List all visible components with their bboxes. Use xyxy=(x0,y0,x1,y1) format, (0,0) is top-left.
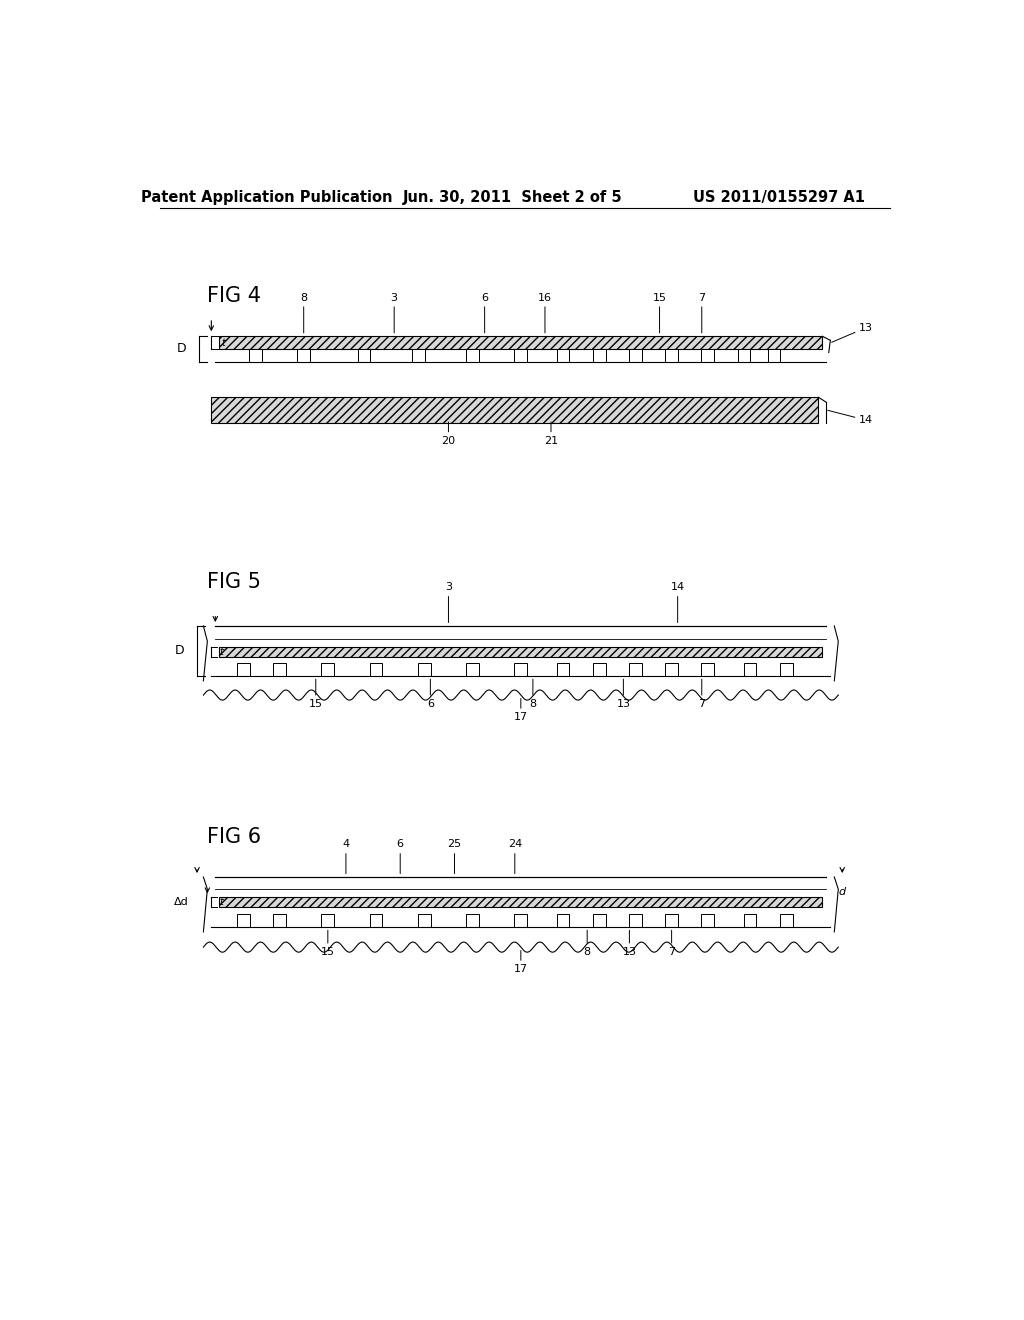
Bar xyxy=(593,663,605,676)
Text: 7: 7 xyxy=(668,931,675,957)
Text: 3: 3 xyxy=(445,582,452,623)
Text: FIG 5: FIG 5 xyxy=(207,573,261,593)
Bar xyxy=(357,350,371,362)
Text: 14: 14 xyxy=(671,582,685,623)
Bar xyxy=(666,663,678,676)
Text: 24: 24 xyxy=(508,840,522,874)
Bar xyxy=(297,350,310,362)
Bar xyxy=(629,913,642,927)
Text: 8: 8 xyxy=(529,680,537,709)
Bar xyxy=(557,663,569,676)
Text: 15: 15 xyxy=(309,680,323,709)
Bar xyxy=(211,397,818,422)
Text: 13: 13 xyxy=(616,680,631,709)
Bar xyxy=(237,663,250,676)
Bar xyxy=(370,663,382,676)
Text: 25: 25 xyxy=(447,840,462,874)
Bar xyxy=(666,350,678,362)
Bar xyxy=(237,913,250,927)
Bar xyxy=(629,350,642,362)
Bar xyxy=(219,898,822,907)
Bar xyxy=(780,663,793,676)
Text: 7: 7 xyxy=(698,293,706,333)
Text: D: D xyxy=(175,644,184,657)
Bar xyxy=(466,350,479,362)
Text: 16: 16 xyxy=(538,293,552,333)
Text: d: d xyxy=(839,887,846,898)
Bar xyxy=(322,663,334,676)
Bar xyxy=(737,350,751,362)
Text: Δd: Δd xyxy=(174,898,188,907)
Text: 14: 14 xyxy=(827,411,873,425)
Text: 15: 15 xyxy=(321,931,335,957)
Text: 13: 13 xyxy=(623,931,636,957)
Text: 20: 20 xyxy=(441,422,456,446)
Bar xyxy=(273,663,286,676)
Bar xyxy=(418,663,431,676)
Bar xyxy=(593,350,605,362)
Text: 7: 7 xyxy=(698,680,706,709)
Text: 21: 21 xyxy=(544,422,558,446)
Text: Jun. 30, 2011  Sheet 2 of 5: Jun. 30, 2011 Sheet 2 of 5 xyxy=(403,190,623,205)
Text: 3: 3 xyxy=(391,293,397,333)
Bar xyxy=(219,647,822,657)
Text: 15: 15 xyxy=(652,293,667,333)
Bar xyxy=(249,350,262,362)
Bar xyxy=(370,913,382,927)
Text: Patent Application Publication: Patent Application Publication xyxy=(141,190,392,205)
Text: FIG 6: FIG 6 xyxy=(207,828,261,847)
Text: 8: 8 xyxy=(584,931,591,957)
Bar xyxy=(322,913,334,927)
Bar xyxy=(273,913,286,927)
Bar xyxy=(629,663,642,676)
Bar xyxy=(514,663,527,676)
Text: 6: 6 xyxy=(396,840,403,874)
Bar xyxy=(701,663,714,676)
Text: 17: 17 xyxy=(514,698,528,722)
Bar xyxy=(466,663,479,676)
Text: t: t xyxy=(221,338,225,348)
Bar xyxy=(701,913,714,927)
Bar xyxy=(514,350,527,362)
Text: t: t xyxy=(220,898,223,907)
Bar xyxy=(701,350,714,362)
Text: D: D xyxy=(177,342,186,355)
Bar xyxy=(557,350,569,362)
Bar xyxy=(557,913,569,927)
Text: 8: 8 xyxy=(300,293,307,333)
Bar xyxy=(780,913,793,927)
Text: FIG 4: FIG 4 xyxy=(207,285,261,306)
Bar xyxy=(219,337,822,350)
Bar xyxy=(666,913,678,927)
Bar xyxy=(412,350,425,362)
Text: 4: 4 xyxy=(342,840,349,874)
Text: 13: 13 xyxy=(831,322,873,342)
Bar xyxy=(743,913,757,927)
Bar xyxy=(768,350,780,362)
Text: 17: 17 xyxy=(514,950,528,974)
Text: 6: 6 xyxy=(427,680,434,709)
Text: US 2011/0155297 A1: US 2011/0155297 A1 xyxy=(693,190,864,205)
Bar xyxy=(593,913,605,927)
Bar xyxy=(743,663,757,676)
Bar xyxy=(466,913,479,927)
Bar xyxy=(514,913,527,927)
Text: 6: 6 xyxy=(481,293,488,333)
Text: t: t xyxy=(220,647,223,657)
Bar xyxy=(418,913,431,927)
